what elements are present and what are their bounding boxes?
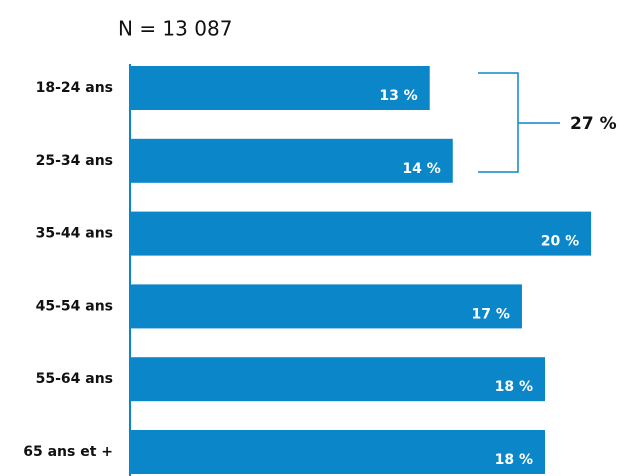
value-label: 18 % <box>495 379 533 395</box>
y-tick-label: 65 ans et + <box>23 444 113 460</box>
y-tick-label: 45-54 ans <box>36 298 113 314</box>
value-label: 14 % <box>402 161 440 177</box>
bar <box>130 284 522 329</box>
value-label: 18 % <box>495 452 533 468</box>
bar <box>130 211 592 256</box>
bar <box>130 138 453 183</box>
bar <box>130 357 545 402</box>
y-tick-label: 18-24 ans <box>36 80 113 96</box>
value-label: 13 % <box>379 88 417 104</box>
y-tick-label: 35-44 ans <box>36 226 113 242</box>
bracket <box>478 72 560 173</box>
value-label: 17 % <box>472 306 510 322</box>
y-tick-label: 25-34 ans <box>36 153 113 169</box>
annotation: 27 % <box>570 114 617 134</box>
bar <box>130 66 430 110</box>
bar <box>130 430 545 474</box>
value-label: 20 % <box>541 234 579 250</box>
chart-title: N = 13 087 <box>118 17 232 41</box>
y-tick-label: 55-64 ans <box>36 371 113 387</box>
